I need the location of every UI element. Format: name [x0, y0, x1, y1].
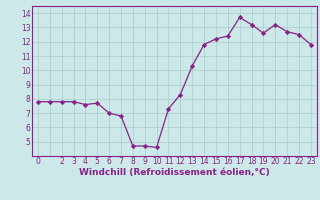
X-axis label: Windchill (Refroidissement éolien,°C): Windchill (Refroidissement éolien,°C) — [79, 168, 270, 177]
